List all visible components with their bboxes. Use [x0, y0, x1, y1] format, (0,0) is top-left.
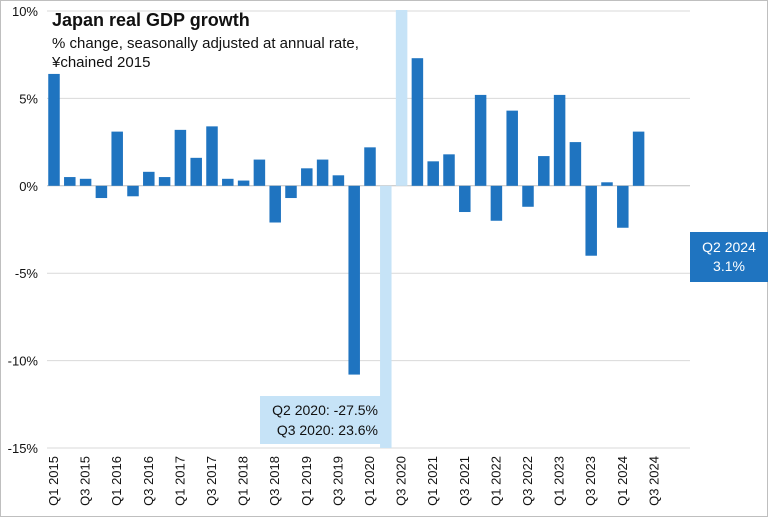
y-tick-label: -15%	[8, 441, 39, 456]
bar-q1-2018	[237, 180, 250, 186]
x-tick-label: Q1 2019	[299, 456, 314, 506]
bar-q1-2023	[553, 94, 566, 186]
bar-q1-2017	[174, 129, 187, 186]
y-tick-label: -10%	[8, 354, 39, 369]
bar-q3-2023	[585, 185, 597, 256]
bar-q4-2015	[95, 185, 108, 199]
y-axis-ticks: 10% 5% 0% -5% -10% -15%	[8, 4, 39, 456]
x-tick-label: Q3 2024	[646, 456, 661, 506]
gridlines	[47, 10, 690, 449]
bar-q4-2016	[158, 177, 171, 186]
bar-q2-2019	[316, 159, 329, 186]
x-tick-label: Q3 2020	[394, 456, 409, 506]
covid-callout: Q2 2020: -27.5% Q3 2020: 23.6%	[260, 396, 386, 444]
x-tick-label: Q1 2018	[236, 456, 251, 506]
bar-q2-2015	[64, 177, 76, 186]
y-tick-label: 0%	[19, 179, 38, 194]
bars	[48, 10, 645, 449]
bar-q2-2022	[506, 110, 518, 186]
bar-q2-2020	[380, 185, 392, 449]
bar-q4-2022	[538, 156, 550, 186]
x-tick-label: Q1 2017	[172, 456, 187, 506]
chart-title: Japan real GDP growth	[52, 10, 250, 30]
x-tick-label: Q3 2016	[141, 456, 156, 506]
x-tick-label: Q3 2019	[330, 456, 345, 506]
x-tick-label: Q3 2022	[520, 456, 535, 506]
bar-q4-2017	[222, 178, 234, 186]
x-tick-label: Q3 2023	[583, 456, 598, 506]
x-tick-label: Q3 2021	[457, 456, 472, 506]
y-tick-label: 10%	[12, 4, 38, 19]
x-axis-ticks: Q1 2015 Q3 2015 Q1 2016 Q3 2016 Q1 2017 Q3 20…	[46, 456, 661, 506]
bar-q3-2019	[332, 175, 345, 186]
x-tick-label: Q3 2017	[204, 456, 219, 506]
bar-q3-2016	[143, 171, 155, 186]
chart-subtitle: % change, seasonally adjusted at annual …	[52, 35, 359, 71]
bar-q4-2020	[411, 58, 424, 186]
x-tick-label: Q1 2024	[615, 456, 630, 506]
x-tick-label: Q1 2016	[109, 456, 124, 506]
x-tick-label: Q1 2020	[362, 456, 377, 506]
bar-q3-2015	[79, 178, 92, 186]
latest-callout-label: Q2 2024	[702, 239, 756, 255]
y-tick-label: 5%	[19, 91, 38, 106]
bar-q3-2017	[206, 126, 218, 186]
bar-q4-2021	[474, 94, 487, 186]
bar-q4-2023	[601, 182, 613, 186]
latest-callout: Q2 2024 3.1%	[690, 232, 768, 282]
bar-q3-2018	[269, 185, 281, 223]
bar-q1-2019	[301, 168, 313, 186]
bar-q3-2022	[522, 185, 534, 207]
bar-q4-2018	[285, 185, 297, 199]
covid-callout-line-1: Q2 2020: -27.5%	[272, 402, 378, 418]
x-tick-label: Q1 2023	[552, 456, 567, 506]
bar-q3-2020	[395, 10, 408, 186]
y-tick-label: -5%	[15, 266, 39, 281]
bar-q4-2019	[348, 185, 360, 375]
bar-q2-2018	[253, 159, 266, 186]
x-tick-label: Q3 2018	[267, 456, 282, 506]
x-tick-label: Q1 2021	[425, 456, 440, 506]
bar-q1-2016	[111, 131, 123, 186]
covid-callout-line-2: Q3 2020: 23.6%	[276, 422, 378, 438]
bar-q1-2015	[48, 73, 60, 186]
bar-q2-2016	[127, 185, 139, 197]
bar-q1-2020	[364, 147, 376, 186]
bar-q2-2024	[632, 131, 645, 186]
x-tick-label: Q1 2015	[46, 456, 61, 506]
bar-q2-2021	[443, 154, 455, 186]
bar-q2-2023	[569, 142, 582, 186]
x-tick-label: Q3 2015	[78, 456, 93, 506]
bar-q1-2021	[427, 161, 439, 186]
bar-q1-2024	[617, 185, 629, 228]
bar-q3-2021	[459, 185, 471, 213]
latest-callout-value: 3.1%	[713, 258, 745, 274]
bar-q1-2022	[490, 185, 503, 221]
bar-q2-2017	[190, 157, 202, 186]
x-tick-label: Q1 2022	[488, 456, 503, 506]
